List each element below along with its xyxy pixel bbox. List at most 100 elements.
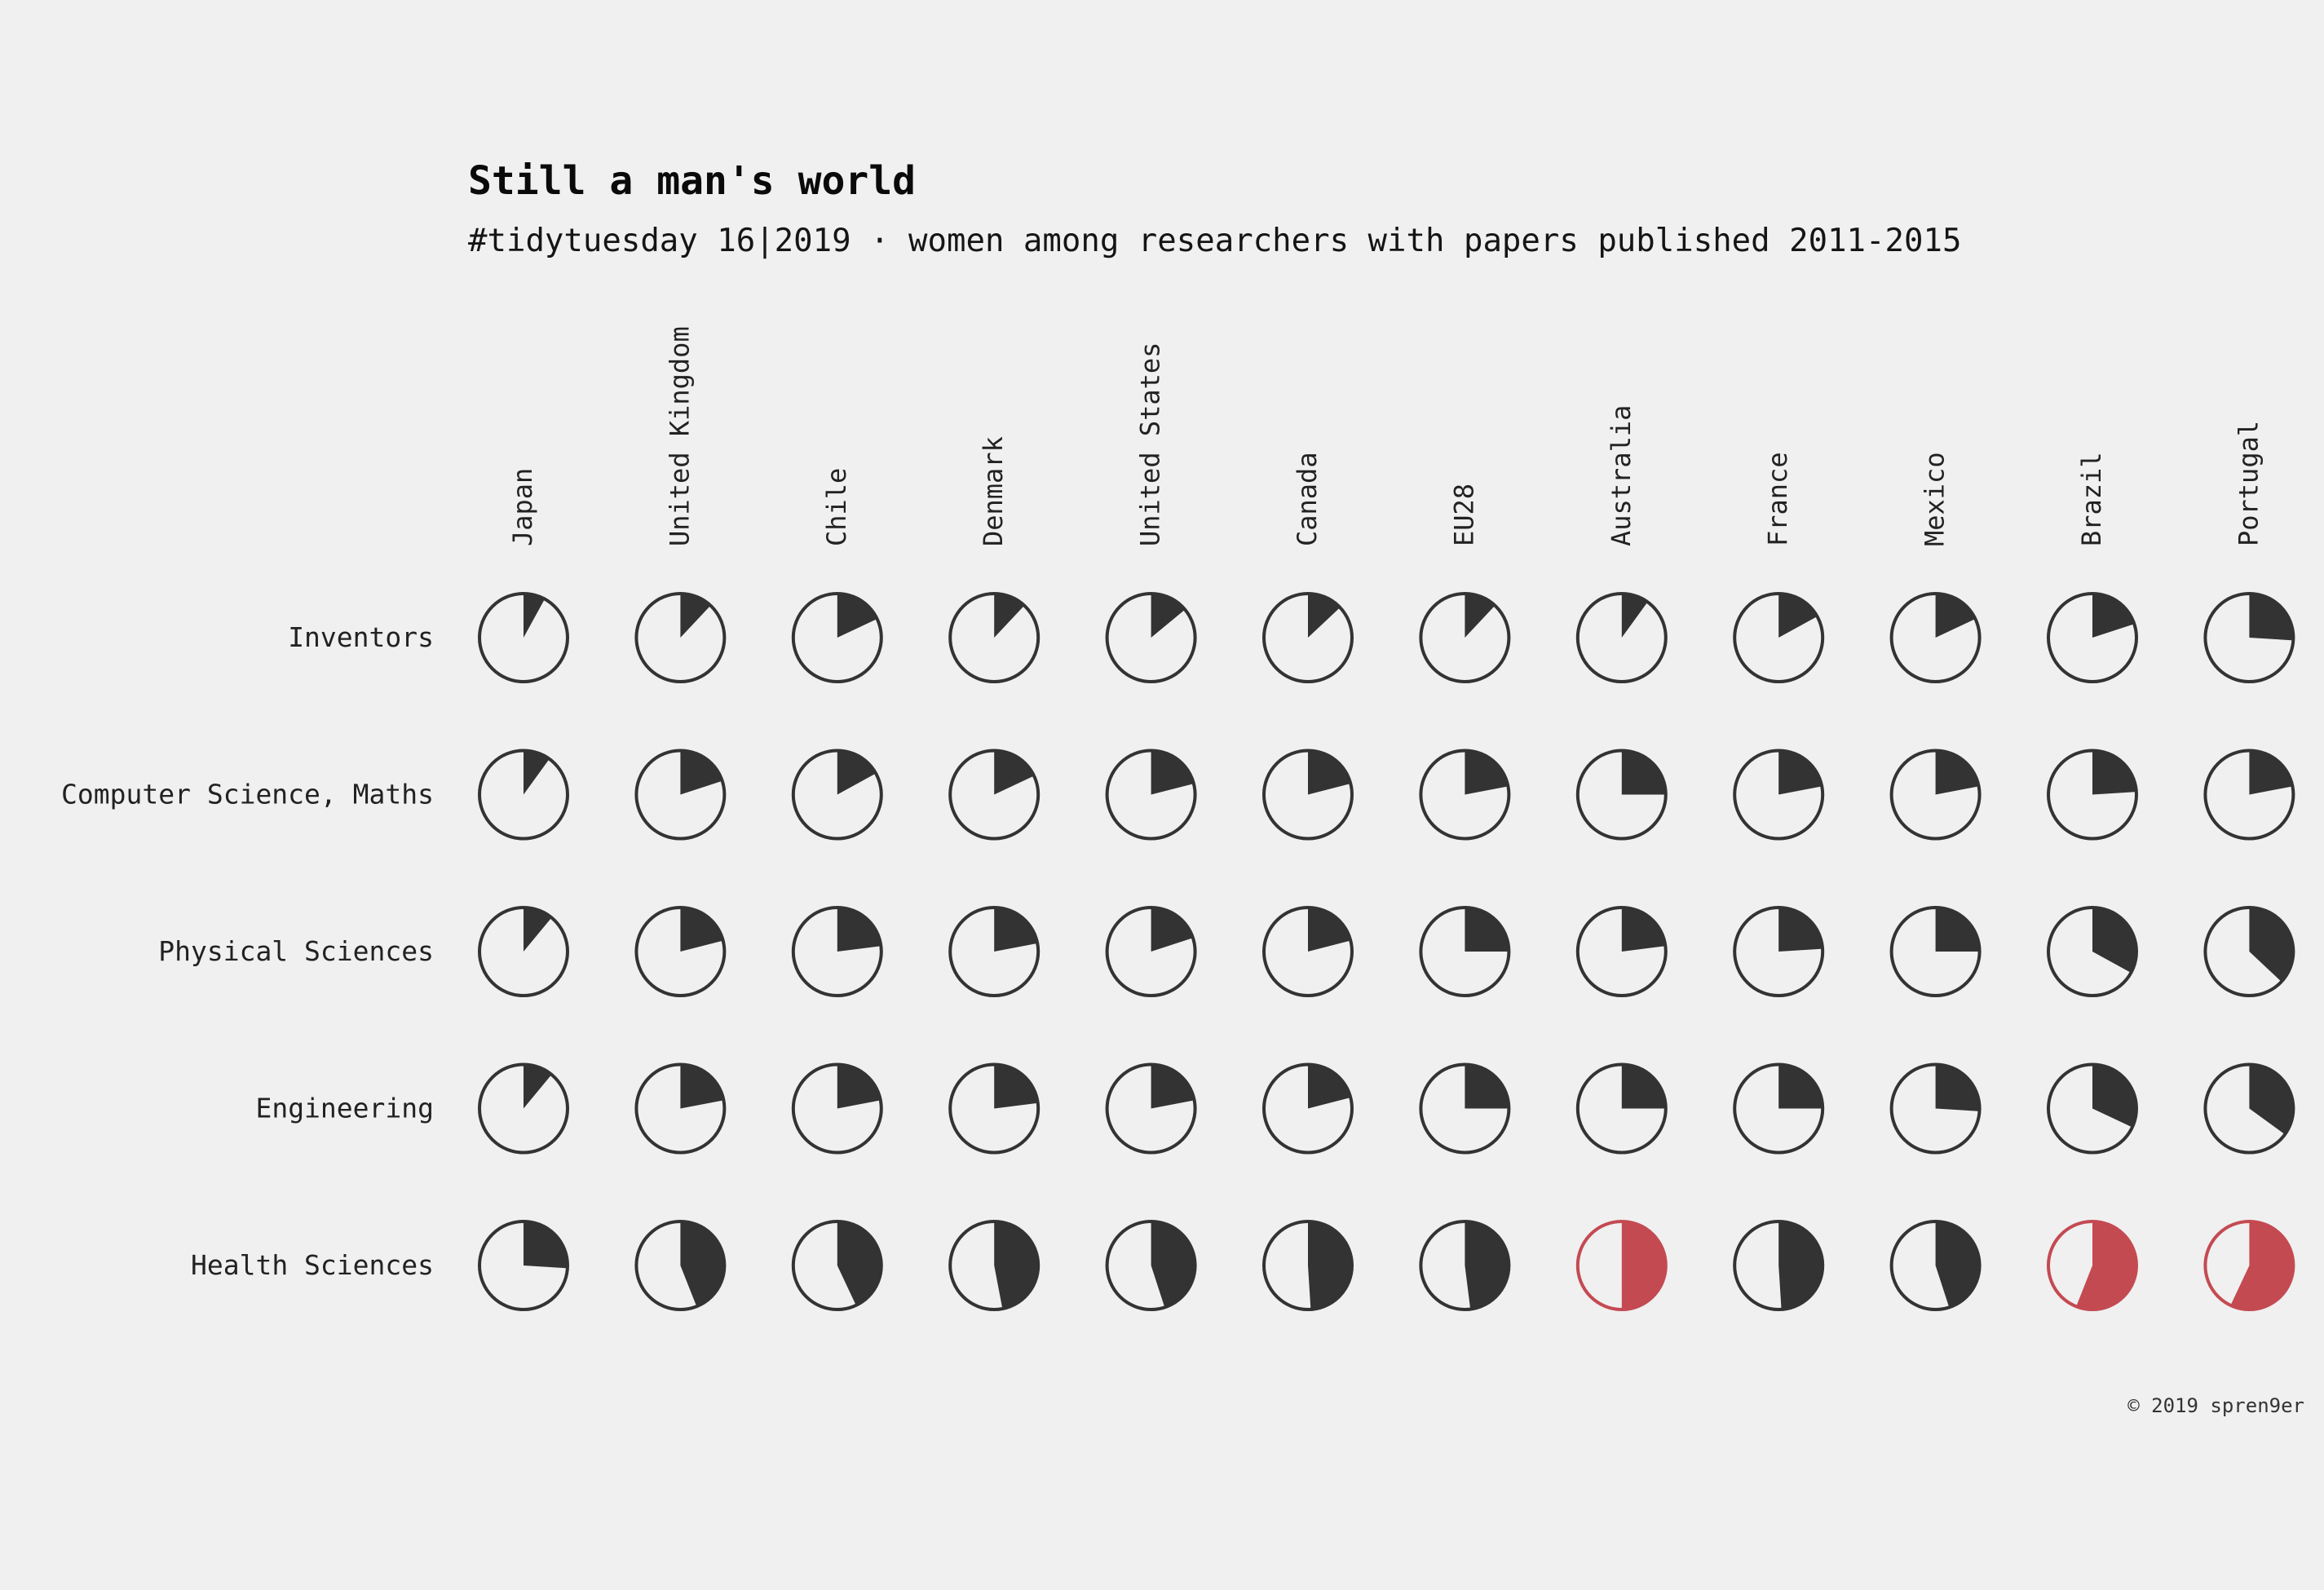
pie-slice: [680, 594, 711, 638]
pie-outline: [634, 906, 727, 997]
pie-outline: [1105, 592, 1197, 683]
field-label-physical-sciences: Physical Sciences: [158, 935, 434, 967]
pie-physical-sciences-australia: [1575, 906, 1668, 997]
country-label-mexico: Mexico: [1920, 452, 1951, 546]
pie-slice: [1935, 1064, 1980, 1111]
pie-inventors-chile: [791, 592, 883, 683]
pie-physical-sciences-united-states: [1105, 906, 1197, 997]
pie-computer-science-maths-united-kingdom: [634, 749, 727, 841]
pie-outline: [1575, 592, 1668, 683]
pie-engineering-denmark: [948, 1062, 1040, 1155]
pie-slice: [524, 594, 546, 638]
pie-outline: [1889, 1220, 1982, 1311]
pie-slice: [1621, 594, 1648, 638]
pie-outline: [478, 906, 569, 997]
pie-health-sciences-eu28: [1419, 1220, 1511, 1311]
pie-slice: [2249, 1064, 2294, 1135]
pie-outline: [1262, 1220, 1354, 1311]
pie-physical-sciences-france: [1733, 906, 1825, 997]
pie-health-sciences-united-kingdom: [634, 1220, 727, 1311]
pie-slice: [2230, 1221, 2294, 1310]
pie-outline: [948, 749, 1040, 841]
pie-slice: [1465, 1064, 1509, 1109]
pie-physical-sciences-portugal: [2203, 906, 2295, 997]
pie-outline: [1262, 592, 1354, 683]
pie-outline: [2047, 1062, 2138, 1155]
pie-outline: [1733, 1220, 1825, 1311]
pie-inventors-portugal: [2203, 592, 2295, 683]
pie-computer-science-maths-france: [1733, 749, 1825, 841]
pie-outline: [478, 1062, 569, 1155]
pie-health-sciences-portugal: [2203, 1220, 2295, 1311]
pie-slice: [994, 1064, 1038, 1109]
pie-outline: [1262, 749, 1354, 841]
pie-outline: [1105, 906, 1197, 997]
pie-outline: [634, 1062, 727, 1155]
pie-inventors-denmark: [948, 592, 1040, 683]
pie-slice: [1465, 750, 1509, 795]
pie-outline: [634, 592, 727, 683]
pie-inventors-brazil: [2047, 592, 2138, 683]
country-label-france: France: [1762, 452, 1793, 546]
pie-engineering-japan: [478, 1062, 569, 1155]
pie-outline: [1419, 749, 1511, 841]
pie-outline: [1419, 1062, 1511, 1155]
pie-slice: [837, 1064, 881, 1109]
pie-slice: [1308, 908, 1351, 952]
pie-computer-science-maths-japan: [478, 749, 569, 841]
pie-slice: [1935, 750, 1979, 795]
country-label-united-kingdom: United Kingdom: [664, 326, 695, 546]
pie-outline: [791, 1220, 883, 1311]
pie-slice: [994, 750, 1035, 795]
pie-health-sciences-united-states: [1105, 1220, 1197, 1311]
pie-outline: [2203, 749, 2295, 841]
pie-slice: [1621, 750, 1666, 795]
country-label-brazil: Brazil: [2076, 452, 2107, 546]
pie-health-sciences-denmark: [948, 1220, 1040, 1311]
pie-slice: [680, 908, 723, 952]
pie-outline: [1105, 1062, 1197, 1155]
country-label-australia: Australia: [1606, 405, 1637, 546]
pie-outline: [1105, 1220, 1197, 1311]
pie-slice: [2249, 750, 2293, 795]
pie-physical-sciences-eu28: [1419, 906, 1511, 997]
pie-slice: [1308, 594, 1341, 638]
pie-computer-science-maths-mexico: [1889, 749, 1982, 841]
field-label-computer-science-maths: Computer Science, Maths: [61, 779, 434, 810]
pie-outline: [948, 592, 1040, 683]
pie-outline: [2047, 1220, 2138, 1311]
chart-subtitle: #tidytuesday 16|2019 · women among resea…: [468, 223, 1961, 259]
pie-outline: [1889, 1062, 1982, 1155]
pie-inventors-canada: [1262, 592, 1354, 683]
pie-outline: [1889, 749, 1982, 841]
pie-outline: [478, 592, 569, 683]
pie-inventors-united-kingdom: [634, 592, 727, 683]
chart-caption: © 2019 spren9er: [2127, 1394, 2304, 1417]
country-label-canada: Canada: [1292, 452, 1323, 546]
pie-outline: [1575, 906, 1668, 997]
pie-slice: [1778, 1064, 1823, 1109]
pie-outline: [478, 749, 569, 841]
country-label-portugal: Portugal: [2233, 421, 2264, 546]
pie-outline: [2203, 906, 2295, 997]
pie-outline: [948, 1220, 1040, 1311]
pie-outline: [1262, 906, 1354, 997]
pie-outline: [948, 1062, 1040, 1155]
pie-physical-sciences-canada: [1262, 906, 1354, 997]
pie-slice: [524, 1064, 552, 1109]
country-label-japan: Japan: [507, 468, 538, 546]
field-labels: Inventors Computer Science, Maths Physical…: [61, 621, 434, 1281]
pie-health-sciences-australia: [1575, 1220, 1668, 1311]
pie-slice: [680, 1064, 724, 1109]
pie-engineering-portugal: [2203, 1062, 2295, 1155]
pie-inventors-mexico: [1889, 592, 1982, 683]
pie-slice: [1151, 1064, 1195, 1109]
pie-slice: [1308, 750, 1351, 795]
pie-outline: [1419, 906, 1511, 997]
pie-health-sciences-canada: [1262, 1220, 1354, 1311]
pie-slice: [1151, 1221, 1195, 1308]
pie-engineering-eu28: [1419, 1062, 1511, 1155]
pie-outline: [2047, 749, 2138, 841]
pie-slice: [994, 908, 1038, 952]
pie-slice: [1778, 1221, 1823, 1310]
